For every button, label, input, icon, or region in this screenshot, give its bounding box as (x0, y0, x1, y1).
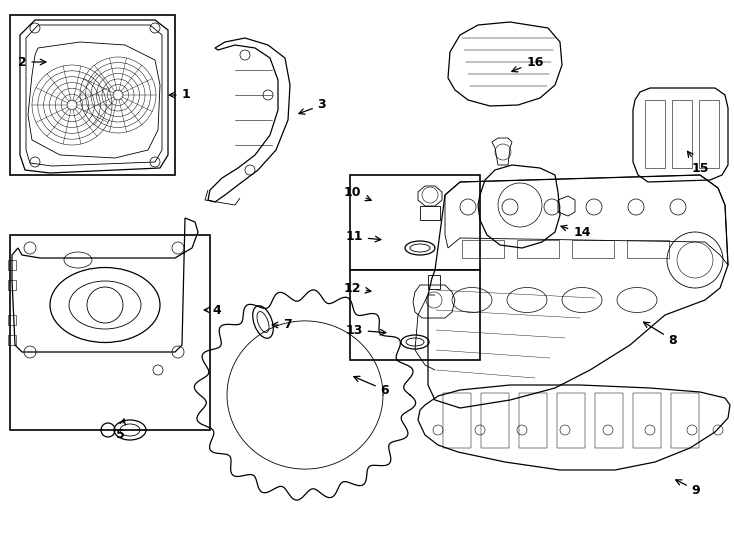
Bar (8, 280, 16, 290)
Text: 1: 1 (169, 89, 190, 102)
Bar (350, 175, 480, 270)
Bar (443, 393, 471, 448)
Text: 11: 11 (345, 231, 381, 244)
Text: 6: 6 (354, 376, 389, 396)
Text: 9: 9 (676, 480, 700, 496)
Bar (671, 393, 699, 448)
Text: 16: 16 (512, 56, 544, 72)
Bar (10, 235, 210, 430)
Bar (519, 393, 547, 448)
Bar (572, 240, 614, 258)
Bar (672, 100, 692, 168)
Text: 14: 14 (561, 225, 591, 240)
Text: 2: 2 (18, 56, 46, 69)
Bar (627, 240, 669, 258)
Text: 15: 15 (688, 151, 709, 174)
Bar (645, 100, 665, 168)
Bar (8, 315, 16, 325)
Bar (420, 206, 440, 220)
Bar (428, 275, 440, 289)
Text: 4: 4 (204, 303, 222, 316)
Bar (481, 393, 509, 448)
Bar (595, 393, 623, 448)
Text: 3: 3 (299, 98, 327, 114)
Text: 13: 13 (345, 323, 386, 336)
Text: 8: 8 (644, 322, 677, 347)
Bar (8, 335, 16, 345)
Bar (10, 15, 175, 175)
Bar (633, 393, 661, 448)
Text: 5: 5 (116, 419, 126, 442)
Text: 10: 10 (344, 186, 371, 201)
Bar (699, 100, 719, 168)
Bar (350, 270, 480, 360)
Text: 12: 12 (344, 281, 371, 294)
Bar (462, 240, 504, 258)
Bar (8, 260, 16, 270)
Bar (517, 240, 559, 258)
Text: 7: 7 (272, 319, 292, 332)
Bar (557, 393, 585, 448)
